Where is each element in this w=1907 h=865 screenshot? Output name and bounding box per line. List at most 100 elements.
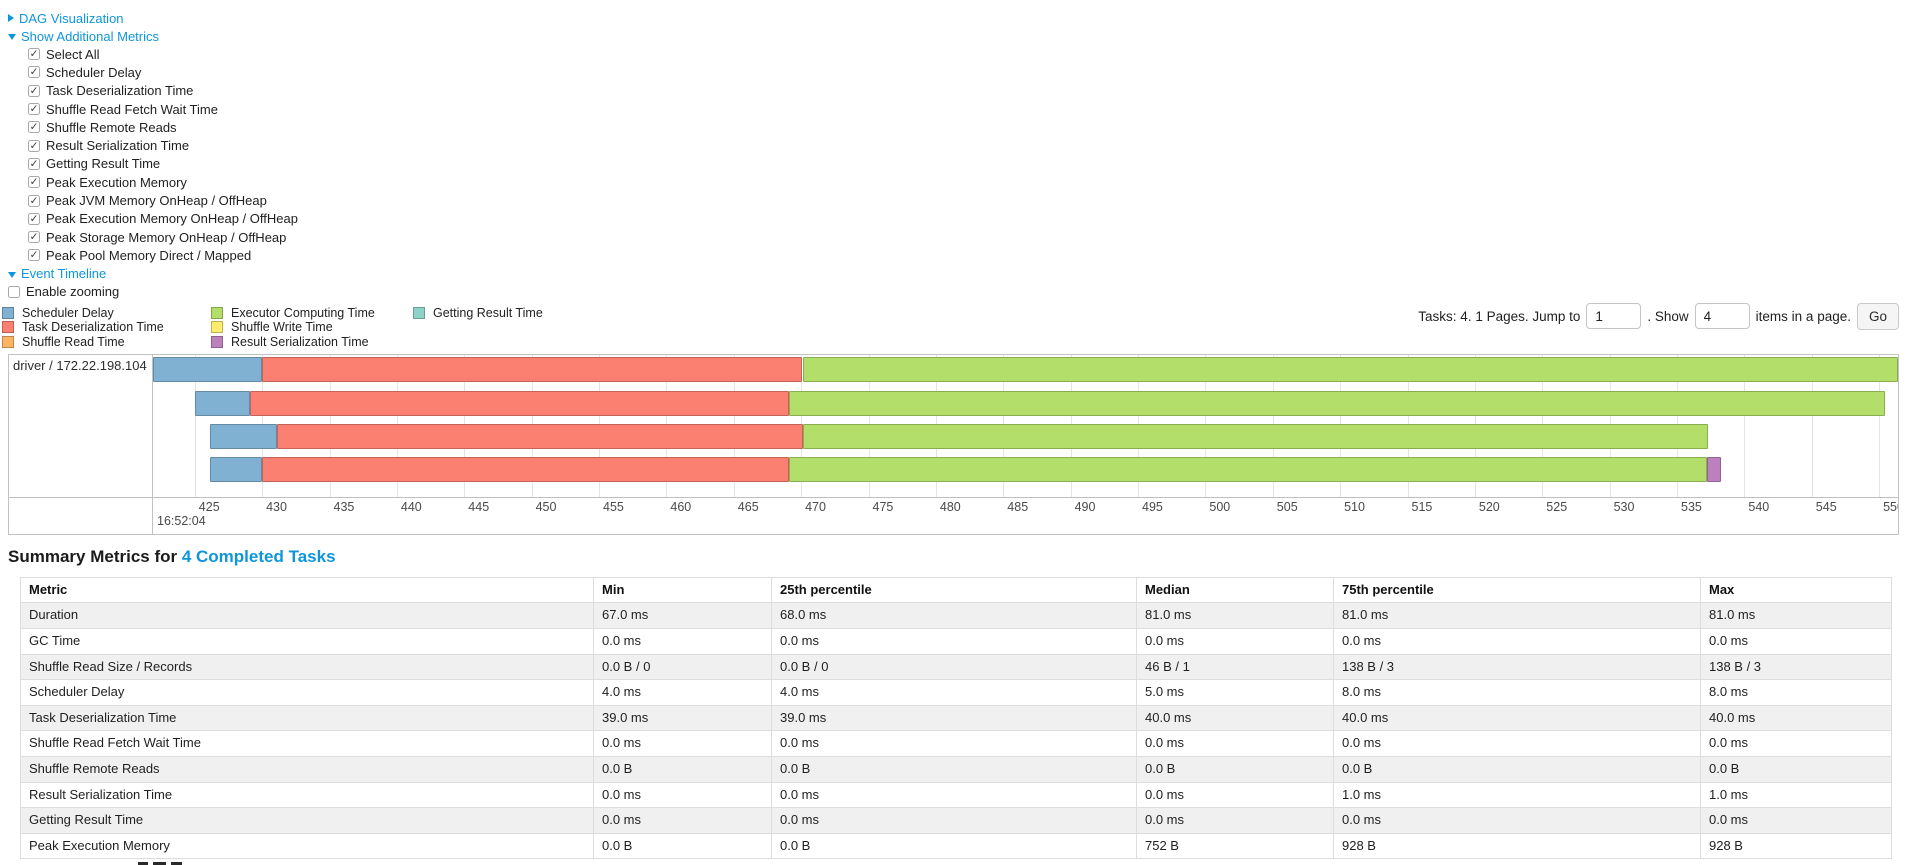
task-bar-segment-task-deserialization[interactable] <box>277 423 803 449</box>
legend-swatch <box>211 335 223 348</box>
table-cell: Duration <box>20 602 594 630</box>
table-cell: 0.0 ms <box>1136 730 1334 758</box>
task-bar-segment-scheduler-delay[interactable] <box>209 423 277 449</box>
table-cell: 0.0 ms <box>771 781 1137 809</box>
timeline-tick-label: 470 <box>805 499 826 514</box>
metric-checkbox[interactable] <box>28 103 40 116</box>
enable-zooming-row[interactable]: Enable zooming <box>8 283 1899 301</box>
metric-checkbox-row[interactable]: Peak Storage Memory OnHeap / OffHeap <box>8 228 1899 246</box>
timeline-tick-label: 495 <box>1142 499 1163 514</box>
table-cell: 0.0 ms <box>1700 730 1892 758</box>
enable-zooming-label: Enable zooming <box>26 284 120 300</box>
metric-checkbox-label: Peak Pool Memory Direct / Mapped <box>46 247 252 263</box>
table-cell: 1.0 ms <box>1333 781 1701 809</box>
legend-label: Scheduler Delay <box>22 306 114 321</box>
metric-checkbox[interactable] <box>28 249 40 262</box>
table-cell: 0.0 ms <box>1333 628 1701 655</box>
table-row: Scheduler Delay 4.0 ms 4.0 ms 5.0 ms 8.0 ms 8… <box>20 679 1892 706</box>
metric-checkbox[interactable] <box>28 231 40 244</box>
metric-checkbox[interactable] <box>28 139 40 152</box>
metric-checkbox-row[interactable]: Peak JVM Memory OnHeap / OffHeap <box>8 191 1899 209</box>
metric-checkbox-row[interactable]: Peak Execution Memory <box>8 173 1899 191</box>
completed-tasks-link[interactable]: 4 Completed Tasks <box>181 546 336 566</box>
timeline-gridline <box>1744 354 1746 497</box>
timeline-tick-label: 535 <box>1681 499 1702 514</box>
jump-to-page-input[interactable] <box>1586 303 1642 330</box>
metric-checkbox-label: Shuffle Read Fetch Wait Time <box>46 101 218 117</box>
metric-checkbox[interactable] <box>28 157 40 170</box>
metric-checkbox[interactable] <box>28 84 40 97</box>
metric-checkbox[interactable] <box>28 48 40 61</box>
metric-checkbox[interactable] <box>28 66 40 79</box>
legend-column: Scheduler Delay Task Deserialization Time… <box>2 306 197 349</box>
task-bar-segment-task-deserialization[interactable] <box>262 456 789 482</box>
event-timeline-link[interactable]: Event Timeline <box>21 266 107 282</box>
table-body: Duration 67.0 ms 68.0 ms 81.0 ms 81.0 ms 81.0… <box>20 602 1892 860</box>
metric-checkbox-row[interactable]: Task Deserialization Time <box>8 82 1899 100</box>
timeline-tick-label: 425 <box>198 499 220 514</box>
timeline-tick-label: 515 <box>1411 499 1433 514</box>
timeline-gridline <box>1879 354 1881 497</box>
task-bar-segment-result-serialization[interactable] <box>1706 456 1722 482</box>
legend-item: Result Serialization Time <box>211 335 399 349</box>
task-bar-segment-task-deserialization[interactable] <box>250 390 789 416</box>
metric-checkbox-row[interactable]: Scheduler Delay <box>8 63 1899 81</box>
timeline-tick-label: 435 <box>333 499 355 514</box>
task-bar-segment-scheduler-delay[interactable] <box>194 390 250 416</box>
dag-visualization-toggle[interactable]: DAG Visualization <box>8 9 1899 27</box>
timeline-tick-label: 525 <box>1546 499 1568 514</box>
summary-metrics-heading: Summary Metrics for 4 Completed Tasks <box>8 547 1907 567</box>
show-additional-metrics-toggle[interactable]: Show Additional Metrics <box>8 27 1899 45</box>
timeline-tick-label: 480 <box>939 499 961 514</box>
metric-checkbox-label: Peak Storage Memory OnHeap / OffHeap <box>46 229 287 245</box>
task-bar-segment-scheduler-delay[interactable] <box>153 356 263 382</box>
metric-checkbox-row[interactable]: Peak Execution Memory OnHeap / OffHeap <box>8 210 1899 228</box>
stage-controls: DAG Visualization Show Additional Metric… <box>0 0 1907 301</box>
table-cell: 68.0 ms <box>771 602 1137 630</box>
table-cell: 0.0 B <box>1700 756 1892 783</box>
summary-metrics-table: Metric Min 25th percentile Median 75th perce… <box>20 576 1892 860</box>
legend-item: Shuffle Write Time <box>211 320 399 334</box>
task-bar-segment-executor-computing[interactable] <box>802 356 1898 382</box>
metric-checkbox-row[interactable]: Select All <box>8 45 1899 63</box>
table-cell: 46 B / 1 <box>1136 653 1334 681</box>
go-button[interactable]: Go <box>1856 302 1899 330</box>
items-per-page-input[interactable] <box>1694 303 1750 330</box>
table-cell: 0.0 B <box>593 756 772 783</box>
metric-checkbox[interactable] <box>28 212 40 225</box>
table-cell: 0.0 ms <box>1136 628 1334 655</box>
metric-checkbox-label: Select All <box>46 46 100 62</box>
table-cell: Result Serialization Time <box>20 781 594 809</box>
legend-label: Task Deserialization Time <box>22 320 164 335</box>
task-bar-segment-executor-computing[interactable] <box>789 390 1885 416</box>
event-timeline-toggle[interactable]: Event Timeline <box>8 265 1899 283</box>
metric-checkbox-row[interactable]: Shuffle Remote Reads <box>8 118 1899 136</box>
legend-swatch <box>2 335 14 348</box>
timeline-tick-label: 500 <box>1209 499 1231 514</box>
task-bar-segment-scheduler-delay[interactable] <box>209 456 263 482</box>
metric-checkbox-row[interactable]: Getting Result Time <box>8 155 1899 173</box>
dag-visualization-link[interactable]: DAG Visualization <box>19 10 124 26</box>
metric-checkbox-row[interactable]: Shuffle Read Fetch Wait Time <box>8 100 1899 118</box>
legend-item: Executor Computing Time <box>211 306 399 320</box>
table-cell: 928 B <box>1700 832 1892 860</box>
table-cell: Shuffle Read Size / Records <box>20 653 594 681</box>
metric-checkbox-row[interactable]: Peak Pool Memory Direct / Mapped <box>8 246 1899 264</box>
metric-checkbox-label: Peak Execution Memory OnHeap / OffHeap <box>46 211 298 227</box>
timeline-tick-label: 550 <box>1883 499 1898 514</box>
table-cell: 0.0 B <box>593 832 772 860</box>
task-bar-segment-executor-computing[interactable] <box>802 423 1708 449</box>
table-header-cell: 25th percentile <box>771 576 1137 604</box>
task-bar-segment-task-deserialization[interactable] <box>262 356 803 382</box>
metric-checkbox[interactable] <box>28 176 40 189</box>
show-additional-metrics-link[interactable]: Show Additional Metrics <box>21 28 160 44</box>
legend-label: Shuffle Read Time <box>22 334 125 349</box>
task-bar-segment-executor-computing[interactable] <box>789 456 1707 482</box>
metric-checkbox-label: Peak Execution Memory <box>46 174 187 190</box>
timeline-tick-label: 465 <box>737 499 759 514</box>
metric-checkbox-row[interactable]: Result Serialization Time <box>8 136 1899 154</box>
enable-zooming-checkbox[interactable] <box>8 285 20 298</box>
metric-checkbox[interactable] <box>28 194 40 207</box>
metric-checkbox[interactable] <box>28 121 40 134</box>
table-row: Duration 67.0 ms 68.0 ms 81.0 ms 81.0 ms 81.0… <box>20 602 1892 630</box>
